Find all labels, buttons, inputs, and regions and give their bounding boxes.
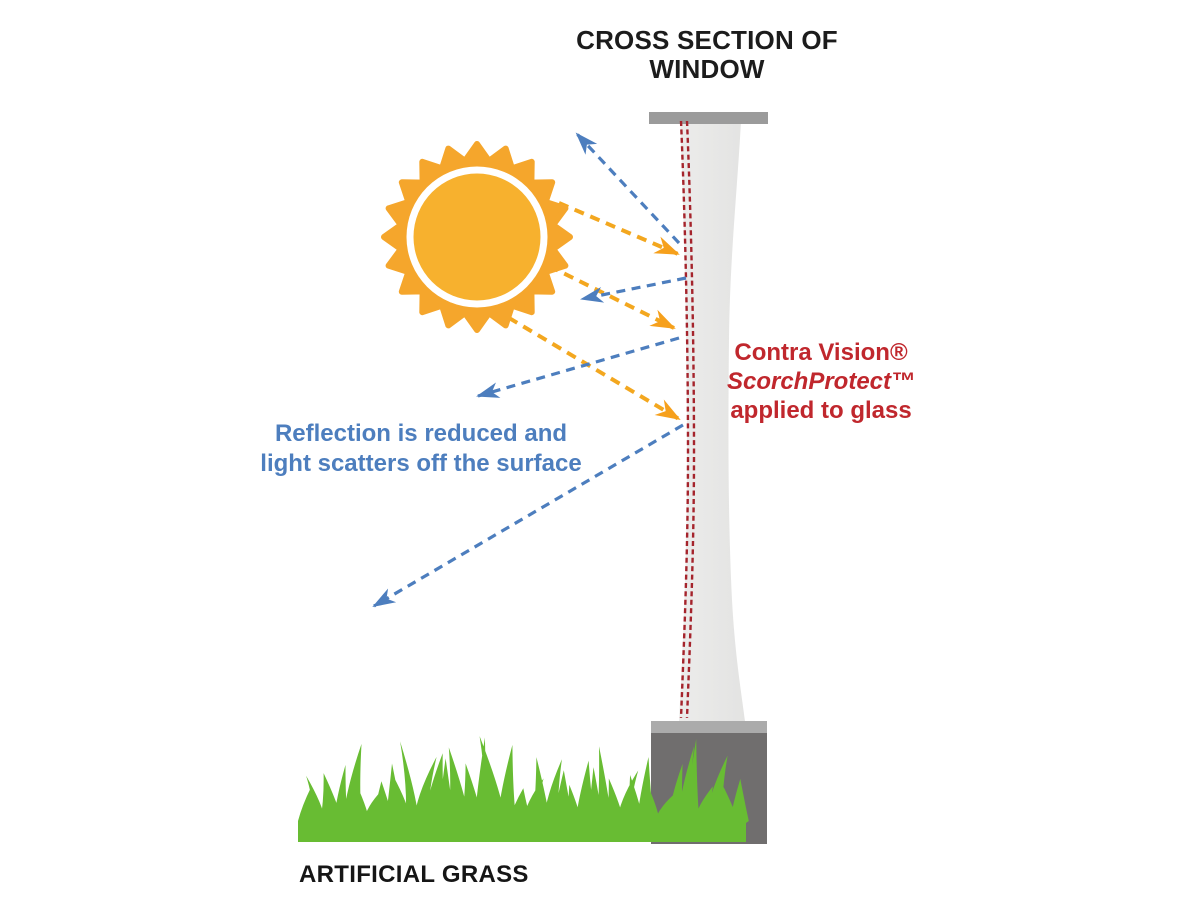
window-sill-top bbox=[651, 721, 767, 733]
reflection-arrow-icon bbox=[575, 132, 681, 245]
reflection-caption-line2: light scatters off the surface bbox=[260, 450, 582, 477]
sun-ray-arrow-icon bbox=[548, 264, 676, 330]
reflection-arrow-icon bbox=[372, 423, 684, 608]
reflection-arrow-icon bbox=[580, 276, 687, 303]
window-glass bbox=[679, 121, 745, 721]
diagram-title: CROSS SECTION OF WINDOW bbox=[576, 25, 838, 84]
scorchprotect-film-dashed-line bbox=[679, 120, 696, 719]
film-label-line1: Contra Vision® bbox=[734, 339, 908, 366]
window-frame-cap bbox=[649, 112, 768, 124]
film-label-line2: ScorchProtect™ bbox=[726, 368, 916, 395]
sun-ray-arrow-icon bbox=[558, 201, 680, 256]
reflection-caption: Reflection is reduced and light scatters… bbox=[256, 419, 586, 479]
light-arrows bbox=[372, 132, 687, 608]
sun-icon bbox=[381, 141, 573, 333]
reflection-caption-line1: Reflection is reduced and bbox=[274, 420, 568, 447]
film-product-label: Contra Vision® ScorchProtect™ applied to… bbox=[710, 338, 932, 425]
artificial-grass-label: ARTIFICIAL GRASS bbox=[299, 861, 529, 888]
reflection-arrow-icon bbox=[476, 336, 680, 398]
sun-core bbox=[413, 173, 541, 301]
film-label-line3: applied to glass bbox=[730, 397, 912, 424]
artificial-grass-graphic bbox=[298, 736, 749, 842]
